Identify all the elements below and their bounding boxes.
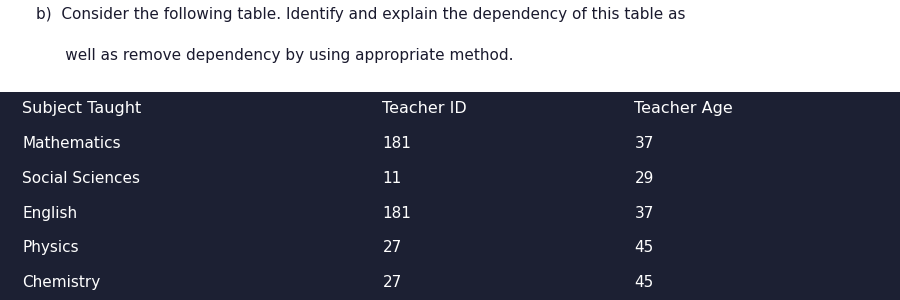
Text: 37: 37 bbox=[634, 206, 654, 220]
Text: 37: 37 bbox=[634, 136, 654, 151]
Text: Mathematics: Mathematics bbox=[22, 136, 122, 151]
Text: Social Sciences: Social Sciences bbox=[22, 171, 140, 186]
Text: b)  Consider the following table. Identify and explain the dependency of this ta: b) Consider the following table. Identif… bbox=[36, 8, 686, 22]
Text: Teacher ID: Teacher ID bbox=[382, 101, 467, 116]
Text: well as remove dependency by using appropriate method.: well as remove dependency by using appro… bbox=[36, 48, 514, 63]
Text: 181: 181 bbox=[382, 206, 411, 220]
Text: 27: 27 bbox=[382, 240, 401, 255]
Text: Subject Taught: Subject Taught bbox=[22, 101, 142, 116]
Text: 45: 45 bbox=[634, 275, 653, 290]
Text: 45: 45 bbox=[634, 240, 653, 255]
Text: Physics: Physics bbox=[22, 240, 79, 255]
Text: Chemistry: Chemistry bbox=[22, 275, 101, 290]
Text: English: English bbox=[22, 206, 77, 220]
Text: 29: 29 bbox=[634, 171, 654, 186]
Text: Teacher Age: Teacher Age bbox=[634, 101, 734, 116]
Text: 181: 181 bbox=[382, 136, 411, 151]
Text: 11: 11 bbox=[382, 171, 401, 186]
FancyBboxPatch shape bbox=[0, 92, 900, 300]
Text: 27: 27 bbox=[382, 275, 401, 290]
